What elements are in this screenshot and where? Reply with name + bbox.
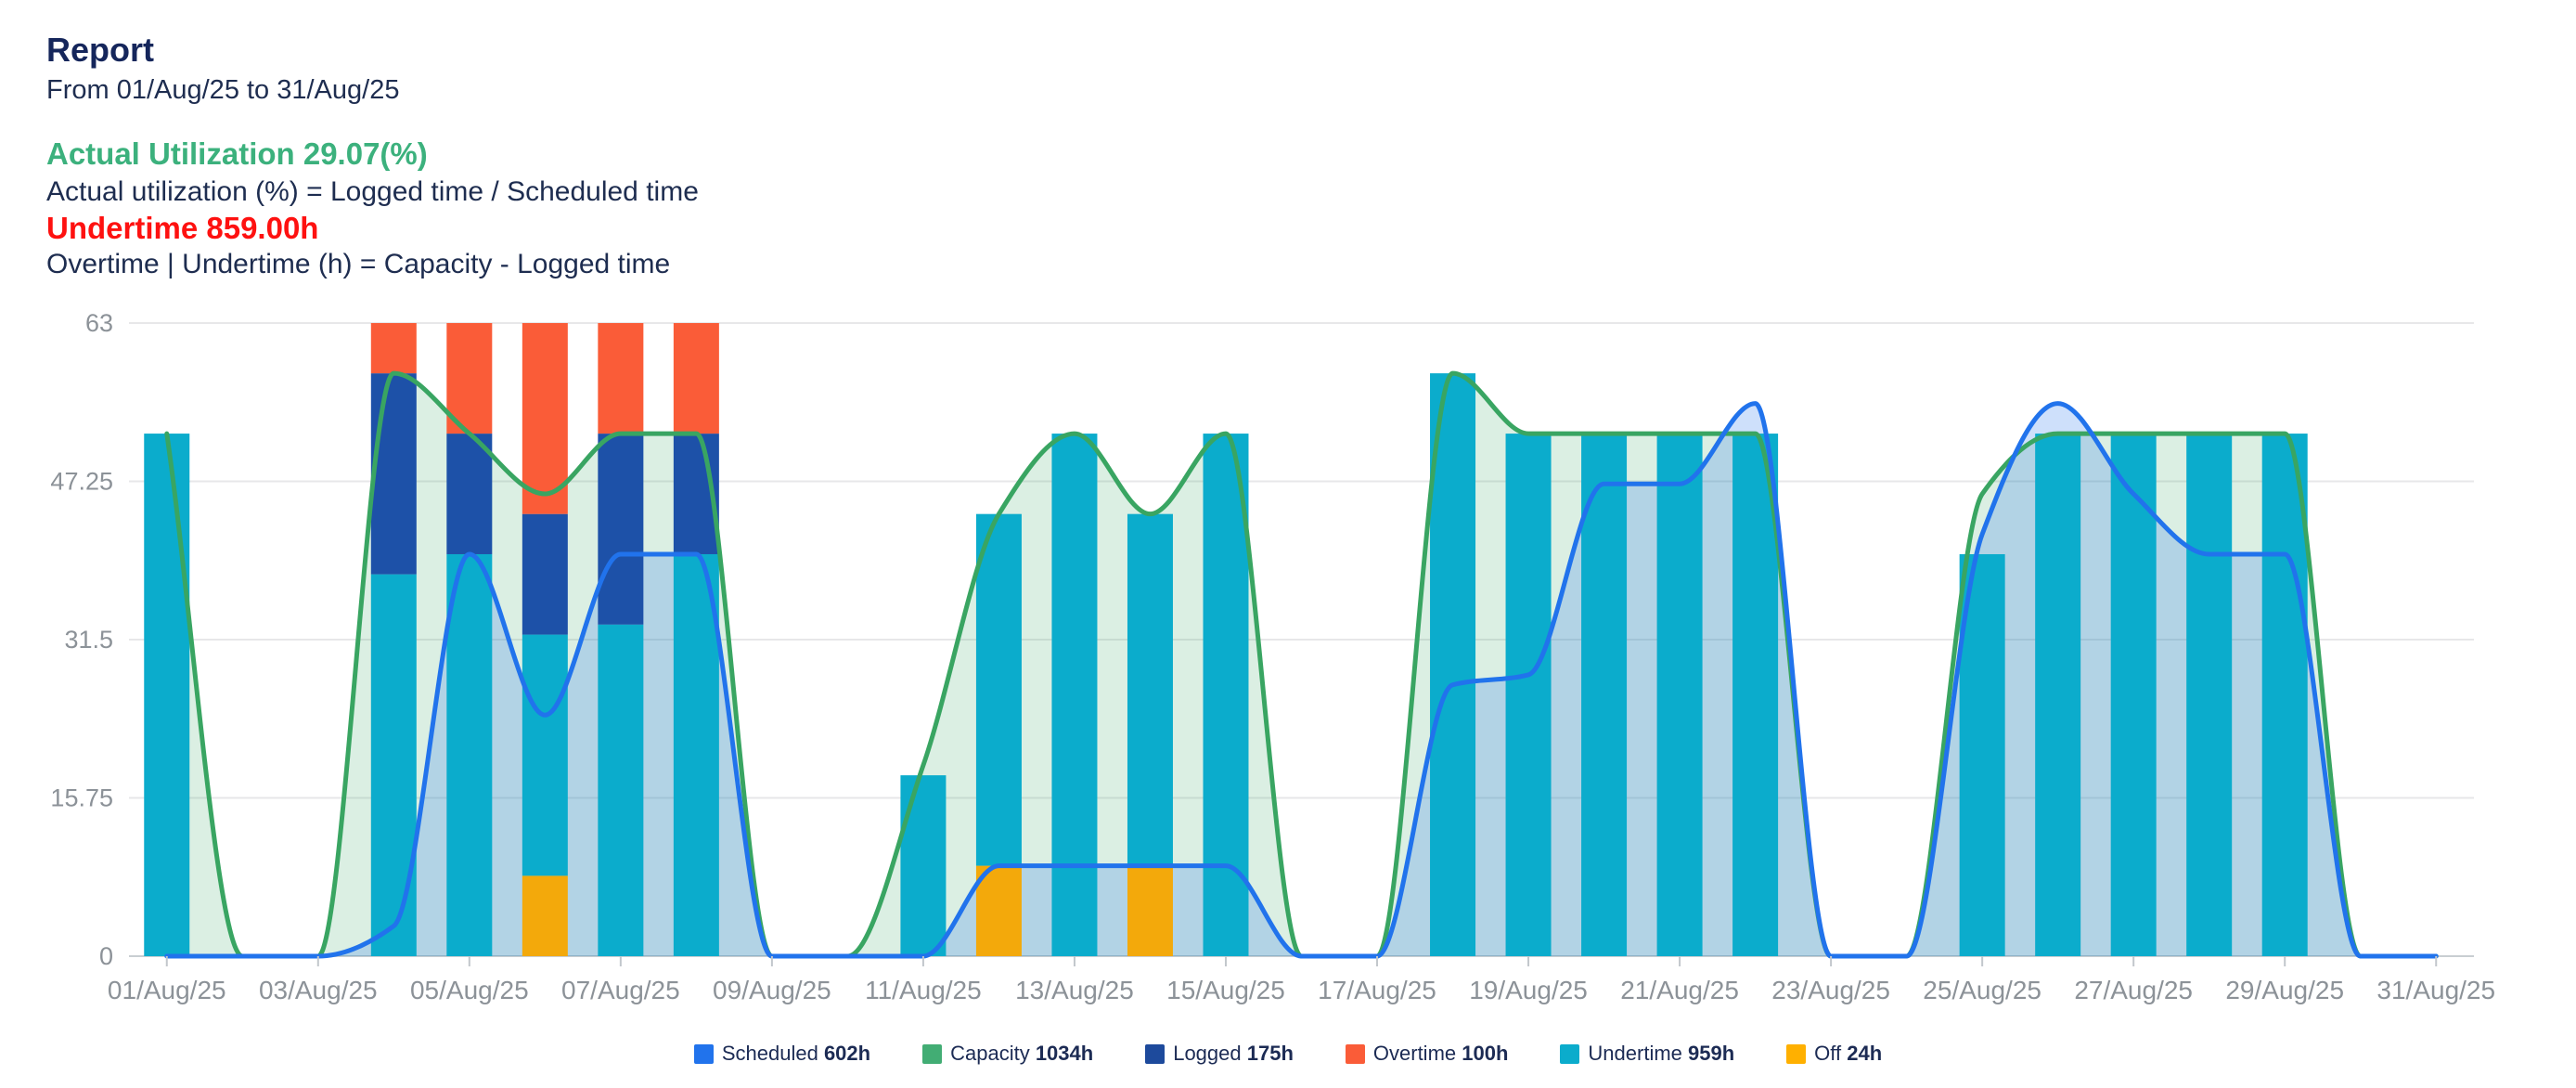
legend-item-off[interactable]: Off 24h [1786, 1042, 1882, 1066]
legend-item-logged[interactable]: Logged 175h [1145, 1042, 1294, 1066]
undertime-bar[interactable] [1959, 553, 2005, 956]
legend-item-scheduled[interactable]: Scheduled 602h [693, 1042, 871, 1066]
actual-utilization-value: Actual Utilization 29.07(%) [46, 136, 428, 171]
overtime-bar[interactable] [370, 323, 417, 374]
x-axis-tick-label: 05/Aug/25 [410, 976, 529, 1004]
undertime-bar[interactable] [522, 634, 568, 876]
logged-bar[interactable] [446, 434, 493, 554]
x-axis-tick-label: 15/Aug/25 [1166, 976, 1285, 1004]
legend-swatch-capacity [922, 1043, 943, 1064]
scheduled-area [166, 403, 2437, 957]
utilization-formula: Actual utilization (%) = Logged time / S… [46, 176, 699, 207]
overtime-bar[interactable] [446, 323, 493, 434]
logged-bar[interactable] [598, 434, 644, 625]
undertime-bar[interactable] [2110, 434, 2157, 957]
undertime-bar[interactable] [673, 553, 719, 956]
report-date-range: From 01/Aug/25 to 31/Aug/25 [46, 75, 400, 105]
undertime-bar[interactable] [1732, 434, 1779, 957]
x-axis-tick-label: 17/Aug/25 [1318, 976, 1436, 1004]
undertime-bar[interactable] [1203, 434, 1249, 957]
undertime-bar[interactable] [1656, 434, 1703, 957]
x-axis-tick-label: 21/Aug/25 [1620, 976, 1739, 1004]
undertime-bar[interactable] [1051, 434, 1098, 957]
x-axis-tick-label: 23/Aug/25 [1771, 976, 1890, 1004]
undertime-bar[interactable] [370, 574, 417, 956]
y-axis-tick-label: 31.5 [64, 626, 113, 654]
chart-legend: Scheduled 602h Capacity 1034h Logged 175h O… [0, 1042, 2576, 1066]
legend-label: Logged 175h [1173, 1042, 1294, 1065]
legend-swatch-undertime [1560, 1043, 1580, 1064]
overtime-bar[interactable] [522, 323, 568, 514]
legend-label: Scheduled 602h [721, 1042, 871, 1065]
undertime-bar[interactable] [1127, 513, 1173, 866]
undertime-bar[interactable] [900, 775, 947, 956]
undertime-bar[interactable] [598, 624, 644, 956]
x-axis-tick-label: 29/Aug/25 [2225, 976, 2344, 1004]
capacity-line [164, 370, 2439, 959]
x-axis-tick-label: 09/Aug/25 [713, 976, 831, 1004]
legend-item-capacity[interactable]: Capacity 1034h [922, 1042, 1093, 1066]
undertime-bar[interactable] [144, 434, 190, 957]
logged-bar[interactable] [370, 373, 417, 575]
x-axis-tick-label: 07/Aug/25 [561, 976, 680, 1004]
undertime-bar[interactable] [2035, 434, 2081, 957]
undertime-bar[interactable] [2261, 434, 2308, 957]
legend-label: Off 24h [1814, 1042, 1883, 1065]
logged-bar[interactable] [522, 513, 568, 635]
legend-label: Overtime 100h [1372, 1042, 1509, 1065]
undertime-bar[interactable] [2186, 434, 2233, 957]
legend-swatch-logged [1145, 1043, 1166, 1064]
undertime-bar[interactable] [1581, 434, 1628, 957]
x-axis-tick-label: 31/Aug/25 [2376, 976, 2495, 1004]
x-axis-tick-label: 25/Aug/25 [1923, 976, 2041, 1004]
capacity-area [166, 373, 2437, 957]
x-axis-tick-label: 11/Aug/25 [865, 976, 982, 1004]
legend-swatch-off [1786, 1043, 1807, 1064]
chart-canvas[interactable]: 0 15.75 31.5 47.25 63 01/Aug/25 03/Aug/25 05/Au… [0, 306, 2576, 1021]
overtime-bar[interactable] [598, 323, 644, 434]
legend-label: Undertime 959h [1588, 1042, 1735, 1065]
legend-item-undertime[interactable]: Undertime 959h [1560, 1042, 1734, 1066]
y-axis-tick-label: 15.75 [50, 784, 113, 812]
x-axis-tick-label: 19/Aug/25 [1469, 976, 1588, 1004]
y-axis-tick-label: 63 [85, 309, 113, 337]
utilization-chart[interactable]: 0 15.75 31.5 47.25 63 01/Aug/25 03/Aug/25 05/Au… [0, 306, 2576, 1021]
legend-item-overtime[interactable]: Overtime 100h [1345, 1042, 1509, 1066]
page-title: Report [46, 31, 154, 69]
x-axis-tick-label: 03/Aug/25 [259, 976, 378, 1004]
undertime-bar[interactable] [975, 513, 1022, 866]
undertime-bar[interactable] [446, 553, 493, 956]
off-bar[interactable] [522, 875, 568, 956]
x-axis-tick-label: 01/Aug/25 [108, 976, 226, 1004]
undertime-bar[interactable] [1505, 434, 1552, 957]
legend-swatch-overtime [1345, 1043, 1365, 1064]
y-axis-tick-label: 0 [99, 942, 113, 970]
off-bar[interactable] [1127, 865, 1173, 956]
legend-label: Capacity 1034h [950, 1042, 1094, 1065]
overtime-bar[interactable] [673, 323, 719, 434]
y-axis-tick-label: 47.25 [50, 468, 113, 496]
undertime-bar[interactable] [1430, 373, 1476, 957]
off-bar[interactable] [975, 865, 1022, 956]
x-axis-tick-label: 13/Aug/25 [1015, 976, 1134, 1004]
x-axis-tick-label: 27/Aug/25 [2074, 976, 2193, 1004]
legend-swatch-scheduled [693, 1043, 714, 1064]
undertime-value: Undertime 859.00h [46, 211, 319, 245]
overtime-formula: Overtime | Undertime (h) = Capacity - Lo… [46, 249, 671, 279]
